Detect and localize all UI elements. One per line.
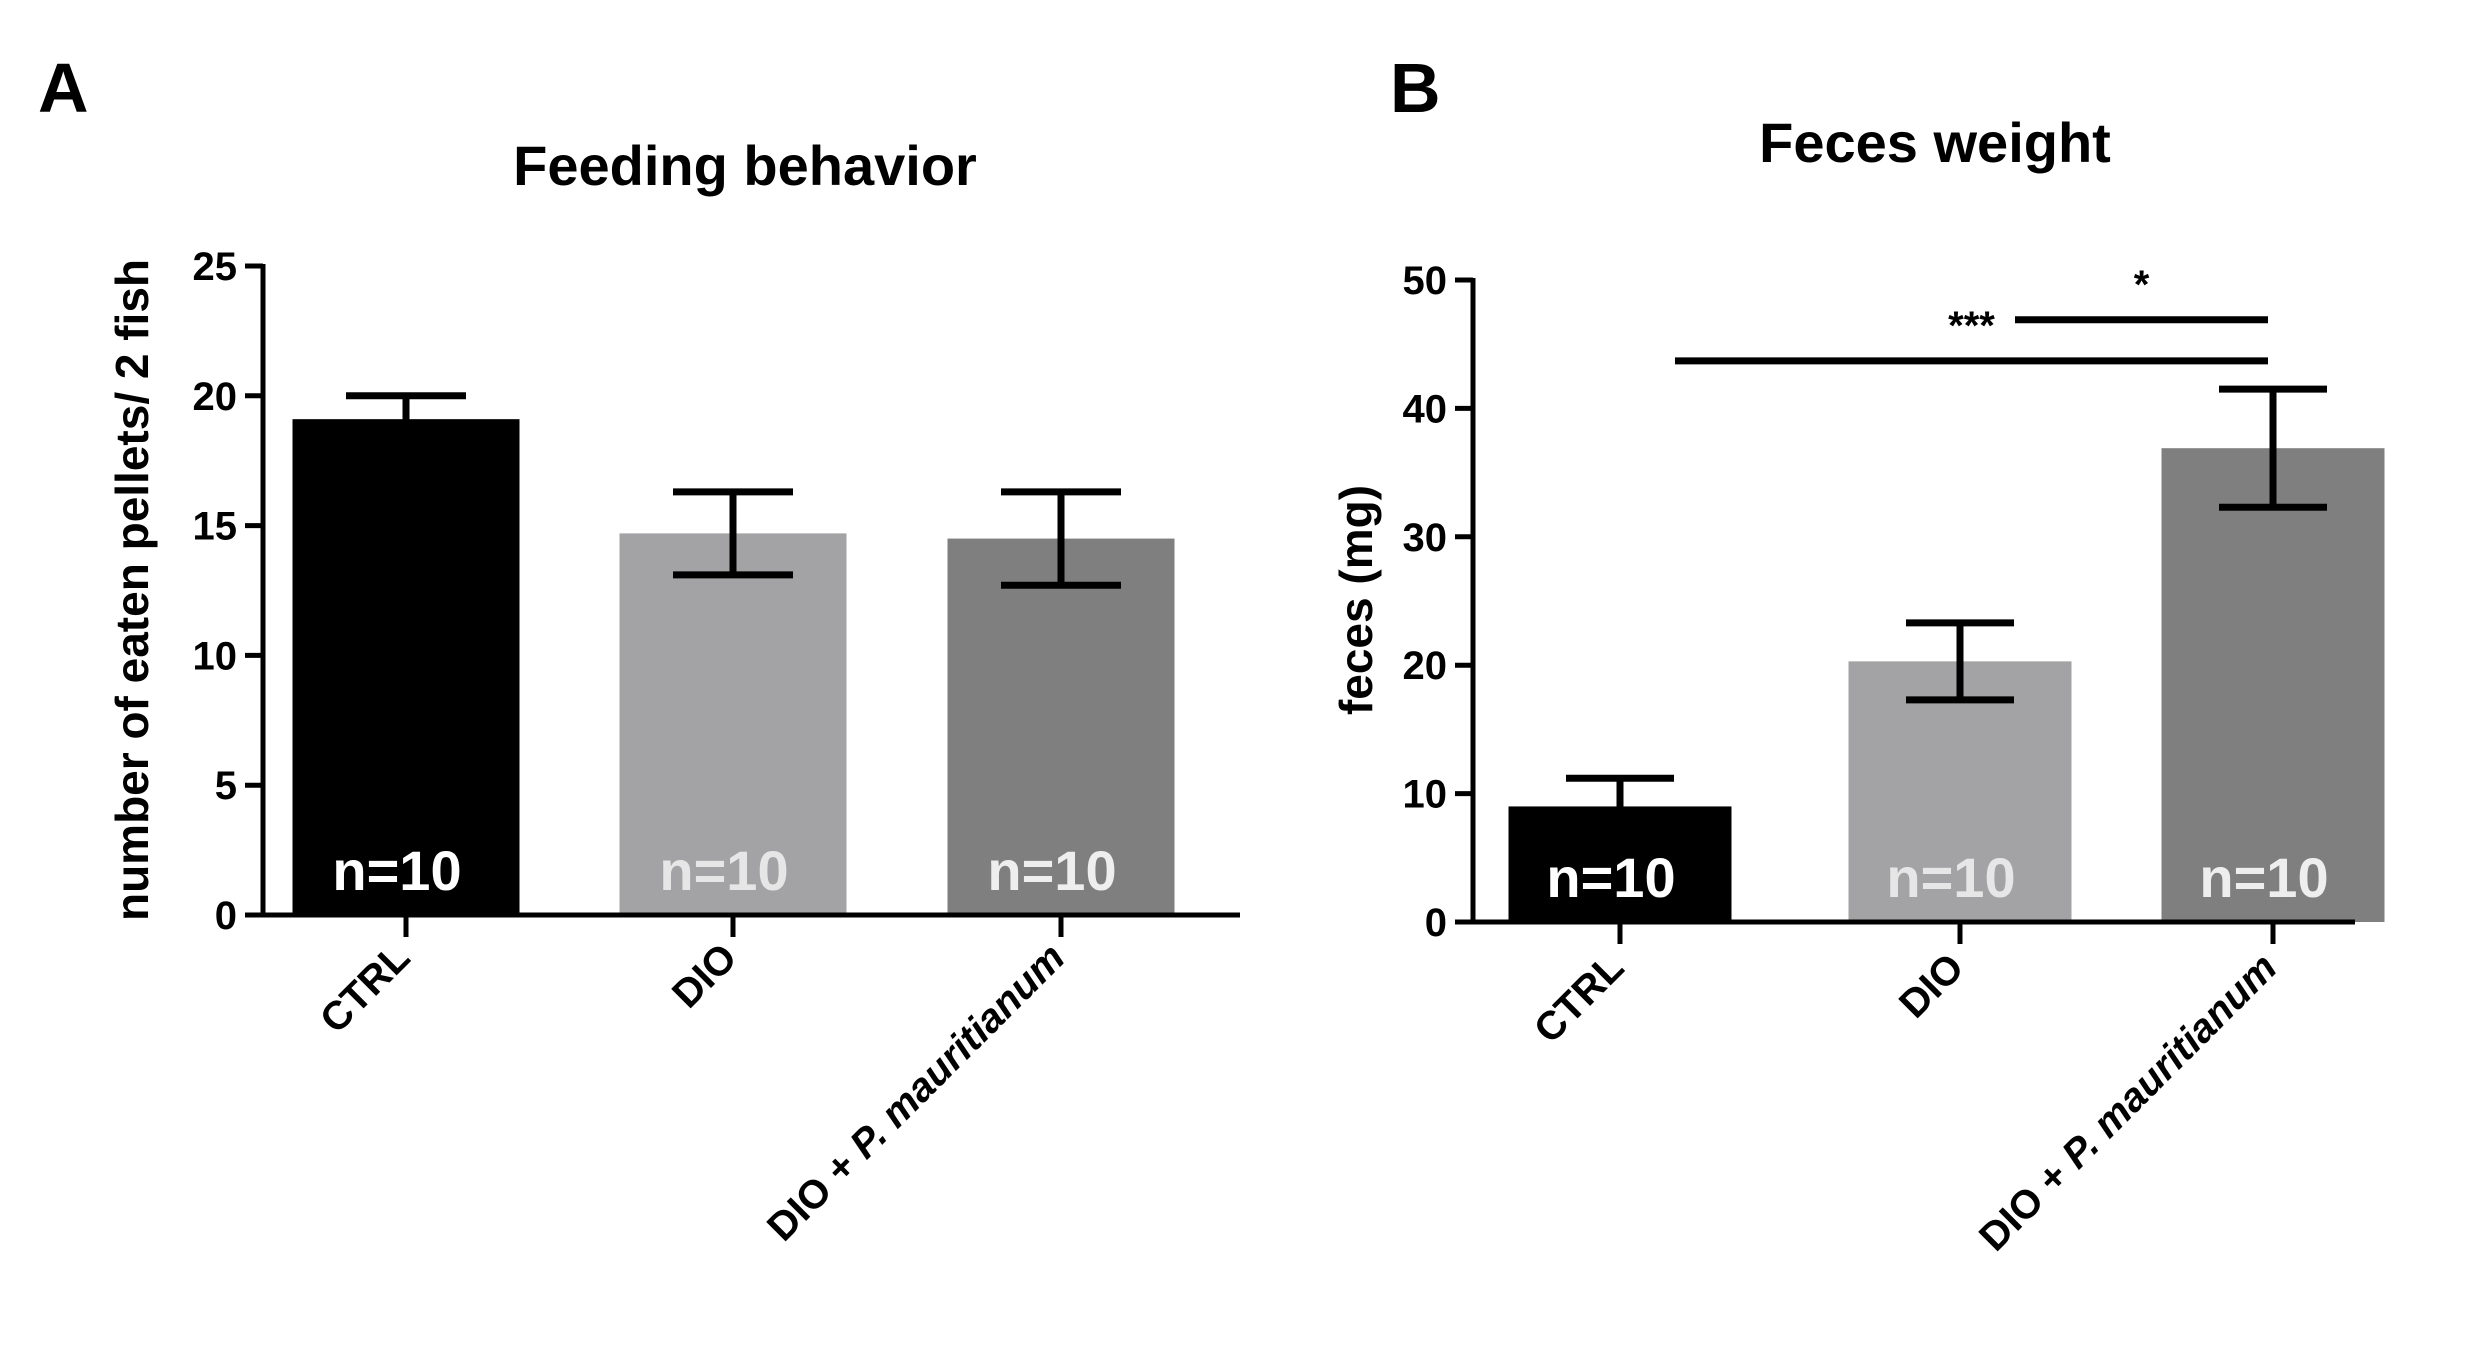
panel-b-significance-2: * (2015, 263, 2268, 324)
panel-a-bar-3 (947, 538, 1175, 915)
panel-a-letter: A (38, 49, 89, 127)
panel-b-y-tick-label: 30 (1403, 516, 1448, 560)
panel-a-n-label-3: n=10 (987, 839, 1116, 902)
panel-b-error-bar-1 (1566, 774, 1674, 839)
panel-a-y-tick-label: 10 (193, 634, 238, 678)
panel-a-y-tick-label: 25 (193, 245, 238, 289)
panel-b: B Feces weight feces (mg) n=10 n=10 n=10 0 10 20… (1330, 49, 2385, 1260)
panel-a-n-label-1: n=10 (332, 839, 461, 902)
panel-b-error-bar-3 (2219, 385, 2327, 511)
panel-a-bar-2 (619, 533, 847, 915)
panel-b-x-tick-label-1: CTRL (1526, 945, 1633, 1052)
panel-b-title: Feces weight (1759, 111, 2111, 174)
panel-b-y-tick-label: 0 (1425, 901, 1447, 945)
panel-a-y-tick-label: 0 (215, 894, 237, 938)
panel-a-error-bar-1 (346, 392, 466, 447)
panel-b-y-tick-label: 10 (1403, 773, 1448, 817)
panel-a-x-tick-label-3: DIO + P. mauritianum (759, 935, 1073, 1249)
panel-b-significance-label-1: *** (1948, 304, 1995, 348)
panel-b-n-label-1: n=10 (1546, 846, 1675, 909)
panel-a-y-tick-label: 20 (193, 375, 238, 419)
panel-a: A Feeding behavior number of eaten pellets… (38, 49, 1240, 1250)
panel-b-significance-label-2: * (2134, 263, 2150, 307)
panel-a-error-bar-3 (1001, 488, 1121, 589)
panel-b-y-axis-label: feces (mg) (1330, 485, 1382, 715)
panel-a-y-tick-label: 5 (215, 764, 237, 808)
panel-a-y-axis-label: number of eaten pellets/ 2 fish (106, 259, 158, 921)
panel-b-y-tick-label: 50 (1403, 259, 1448, 303)
panel-b-error-bar-2 (1906, 619, 2014, 704)
panel-b-significance-1: *** (1675, 304, 2268, 365)
panel-b-y-tick-label: 20 (1403, 644, 1448, 688)
panel-a-bar-1 (292, 419, 520, 915)
panel-a-x-tick-label-2: DIO (664, 935, 745, 1016)
panel-a-n-label-2: n=10 (659, 839, 788, 902)
panel-b-x-tick-label-3: DIO + P. mauritianum (1971, 945, 2285, 1259)
panel-b-n-label-3: n=10 (2199, 846, 2328, 909)
panel-b-n-label-2: n=10 (1886, 846, 2015, 909)
panel-a-error-bar-2 (673, 488, 793, 579)
panel-b-bar-3 (2161, 448, 2385, 922)
panel-a-y-tick-label: 15 (193, 505, 238, 549)
panel-b-letter: B (1390, 49, 1441, 127)
panel-b-y-tick-label: 40 (1403, 387, 1448, 431)
panel-a-title: Feeding behavior (513, 134, 977, 197)
panel-b-x-tick-label-2: DIO (1891, 945, 1972, 1026)
panel-b-bar-2 (1848, 661, 2072, 922)
panel-a-x-tick-label-1: CTRL (312, 935, 419, 1042)
